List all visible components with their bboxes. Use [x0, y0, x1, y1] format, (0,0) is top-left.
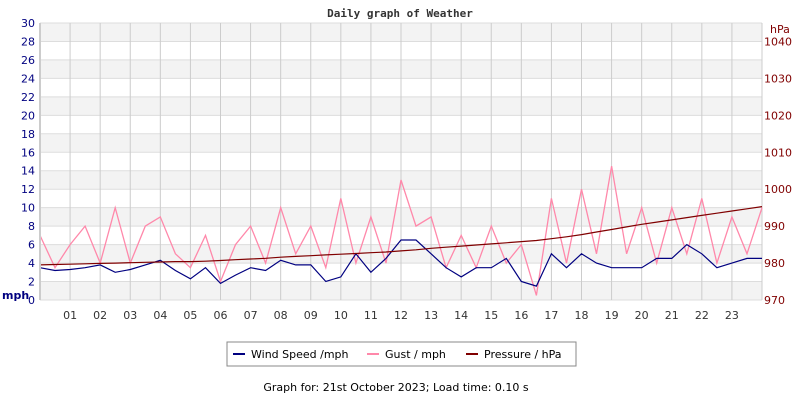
x-tick-label: 14	[454, 309, 468, 322]
x-tick-label: 19	[605, 309, 619, 322]
chart-title: Daily graph of Weather	[327, 7, 473, 20]
left-tick-label: 20	[21, 109, 35, 122]
right-tick-label: 990	[764, 220, 785, 233]
left-tick-label: 26	[21, 54, 35, 67]
right-tick-label: 1000	[764, 183, 792, 196]
x-tick-label: 01	[63, 309, 77, 322]
x-tick-label: 02	[93, 309, 107, 322]
x-tick-label: 09	[304, 309, 318, 322]
right-tick-label: 1040	[764, 35, 792, 48]
right-axis-label: hPa	[770, 23, 790, 36]
x-tick-label: 07	[244, 309, 258, 322]
legend-box	[226, 341, 577, 367]
x-tick-label: 10	[334, 309, 348, 322]
legend-gust: Gust / mph	[385, 348, 446, 361]
series-line-gust	[39, 165, 763, 296]
left-tick-label: 28	[21, 35, 35, 48]
legend-wind: Wind Speed /mph	[251, 348, 349, 361]
left-tick-label: 24	[21, 72, 35, 85]
x-tick-label: 04	[153, 309, 167, 322]
x-tick-label: 22	[695, 309, 709, 322]
x-tick-label: 13	[424, 309, 438, 322]
left-tick-label: 12	[21, 183, 35, 196]
left-tick-label: 18	[21, 128, 35, 141]
x-tick-label: 12	[394, 309, 408, 322]
legend: Wind Speed /mph Gust / mph Pressure / hP…	[226, 341, 577, 367]
left-tick-label: 6	[28, 239, 35, 252]
series-line-wind	[39, 239, 762, 287]
legend-pressure: Pressure / hPa	[484, 348, 562, 361]
x-tick-label: 18	[575, 309, 589, 322]
left-tick-label: 2	[28, 276, 35, 289]
right-tick-label: 970	[764, 294, 785, 307]
left-tick-label: 10	[21, 202, 35, 215]
right-tick-label: 1010	[764, 146, 792, 159]
x-tick-label: 20	[635, 309, 649, 322]
x-tick-label: 08	[274, 309, 288, 322]
x-tick-label: 03	[123, 309, 137, 322]
right-tick-label: 980	[764, 257, 785, 270]
x-tick-label: 05	[183, 309, 197, 322]
x-tick-label: 15	[484, 309, 498, 322]
x-tick-label: 23	[725, 309, 739, 322]
x-tick-label: 06	[214, 309, 228, 322]
left-tick-label: 0	[28, 294, 35, 307]
left-tick-label: 8	[28, 220, 35, 233]
right-tick-label: 1030	[764, 72, 792, 85]
left-tick-label: 4	[28, 257, 35, 270]
left-tick-label: 16	[21, 146, 35, 159]
footer-text: Graph for: 21st October 2023; Load time:…	[263, 381, 529, 394]
left-axis-label: mph	[2, 289, 29, 302]
right-tick-label: 1020	[764, 109, 792, 122]
x-tick-label: 16	[514, 309, 528, 322]
left-tick-label: 14	[21, 165, 35, 178]
left-tick-label: 30	[21, 17, 35, 30]
x-tick-label: 11	[364, 309, 378, 322]
x-tick-label: 17	[544, 309, 558, 322]
left-tick-label: 22	[21, 91, 35, 104]
x-tick-label: 21	[665, 309, 679, 322]
series-line-pressure	[39, 206, 763, 266]
